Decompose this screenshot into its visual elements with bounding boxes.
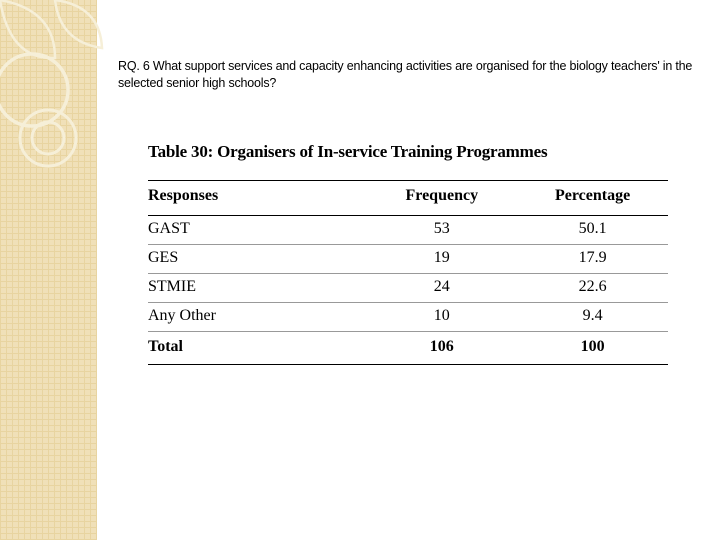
table-row: GAST 53 50.1 bbox=[148, 215, 668, 244]
main-content: RQ. 6 What support services and capacity… bbox=[118, 58, 702, 365]
cell-percentage: 100 bbox=[517, 331, 668, 364]
col-header-responses: Responses bbox=[148, 180, 366, 215]
cell-response: GES bbox=[148, 244, 366, 273]
cell-response: Total bbox=[148, 331, 366, 364]
col-header-percentage: Percentage bbox=[517, 180, 668, 215]
table-row-total: Total 106 100 bbox=[148, 331, 668, 364]
decorative-strip bbox=[0, 0, 97, 540]
cell-response: STMIE bbox=[148, 273, 366, 302]
table-header-row: Responses Frequency Percentage bbox=[148, 180, 668, 215]
cell-frequency: 106 bbox=[366, 331, 517, 364]
table-row: Any Other 10 9.4 bbox=[148, 302, 668, 331]
leaf-circles-ornament bbox=[0, 0, 120, 220]
research-question-text: RQ. 6 What support services and capacity… bbox=[118, 58, 702, 92]
table-row: GES 19 17.9 bbox=[148, 244, 668, 273]
cell-frequency: 10 bbox=[366, 302, 517, 331]
cell-percentage: 22.6 bbox=[517, 273, 668, 302]
cell-response: GAST bbox=[148, 215, 366, 244]
cell-percentage: 17.9 bbox=[517, 244, 668, 273]
cell-percentage: 9.4 bbox=[517, 302, 668, 331]
table-area: Table 30: Organisers of In-service Train… bbox=[148, 142, 702, 365]
cell-percentage: 50.1 bbox=[517, 215, 668, 244]
data-table: Responses Frequency Percentage GAST 53 5… bbox=[148, 180, 668, 365]
cell-frequency: 19 bbox=[366, 244, 517, 273]
table-row: STMIE 24 22.6 bbox=[148, 273, 668, 302]
cell-frequency: 53 bbox=[366, 215, 517, 244]
cell-response: Any Other bbox=[148, 302, 366, 331]
cell-frequency: 24 bbox=[366, 273, 517, 302]
col-header-frequency: Frequency bbox=[366, 180, 517, 215]
table-title: Table 30: Organisers of In-service Train… bbox=[148, 142, 702, 162]
